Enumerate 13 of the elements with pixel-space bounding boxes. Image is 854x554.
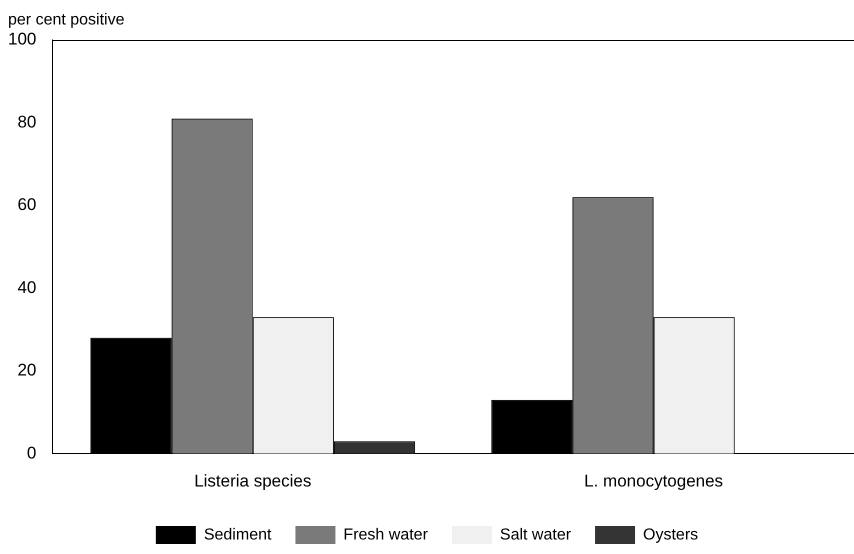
legend-label: Sediment bbox=[204, 526, 272, 544]
legend-label: Salt water bbox=[500, 526, 572, 544]
y-tick-label: 100 bbox=[8, 30, 36, 49]
legend-label: Fresh water bbox=[343, 526, 429, 544]
y-tick-label: 20 bbox=[17, 360, 36, 380]
y-axis-title: per cent positive bbox=[8, 11, 125, 28]
x-tick-label: Listeria species bbox=[194, 471, 312, 490]
y-tick-label: 40 bbox=[17, 278, 36, 297]
y-tick-label: 60 bbox=[17, 195, 36, 214]
x-tick-label: L. monocytogenes bbox=[584, 471, 724, 490]
legend-label: Oysters bbox=[643, 526, 698, 544]
y-tick-label: 80 bbox=[17, 112, 36, 132]
y-tick-label: 0 bbox=[26, 443, 36, 462]
